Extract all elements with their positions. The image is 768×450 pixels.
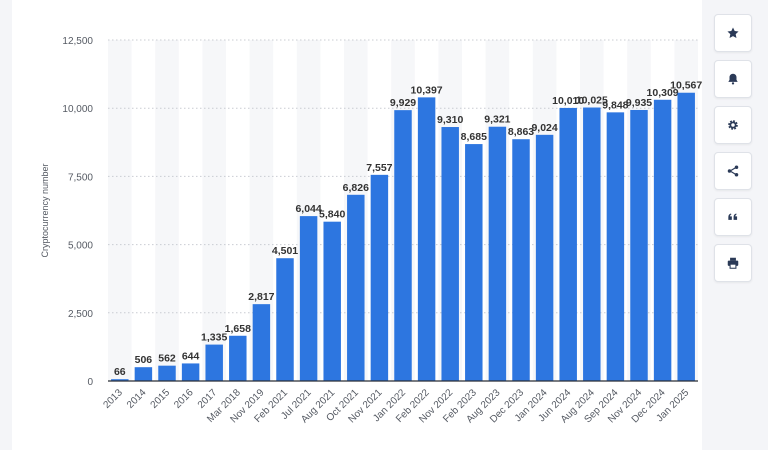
bar — [559, 107, 577, 382]
y-tick-label: 10,000 — [62, 104, 93, 115]
share-button[interactable] — [714, 152, 752, 190]
bar — [111, 379, 129, 381]
data-label: 9,310 — [437, 114, 463, 126]
gear-icon — [728, 120, 738, 130]
column-band — [249, 40, 274, 381]
column-band — [108, 40, 132, 381]
chart-card: 0 2,500 5,000 7,500 10,000 12,500 Cryptocurren… — [12, 0, 702, 450]
data-label: 644 — [182, 350, 200, 362]
bar — [181, 363, 200, 381]
bar — [158, 365, 176, 381]
x-tick-label: 2013 — [101, 387, 125, 411]
share-icon — [727, 165, 739, 177]
settings-button[interactable] — [714, 106, 752, 144]
data-label: 562 — [158, 353, 176, 365]
bar — [441, 127, 459, 382]
y-tick-label: 5,000 — [68, 241, 93, 252]
data-label: 10,567 — [670, 80, 702, 92]
data-label: 10,025 — [576, 95, 608, 107]
y-tick-label: 7,500 — [68, 172, 93, 183]
x-tick-label: 2016 — [172, 387, 196, 411]
bar — [606, 112, 625, 381]
data-label: 5,840 — [319, 209, 345, 221]
data-label: 9,024 — [531, 122, 557, 134]
x-tick-label: 2014 — [125, 387, 149, 411]
bar — [535, 134, 554, 381]
data-label: 6,044 — [295, 203, 321, 215]
notification-button[interactable] — [714, 60, 752, 98]
bar — [630, 109, 648, 381]
data-label: 10,309 — [647, 87, 679, 99]
favorite-button[interactable] — [714, 14, 752, 52]
data-label: 66 — [114, 366, 126, 378]
bar — [677, 92, 695, 381]
bar — [323, 221, 341, 381]
print-icon — [727, 257, 739, 269]
data-label: 8,685 — [461, 131, 487, 143]
data-label: 9,321 — [484, 114, 510, 126]
bar — [653, 99, 672, 381]
bar — [276, 258, 294, 381]
bar — [205, 344, 223, 381]
print-button[interactable] — [714, 244, 752, 282]
data-label: 9,848 — [602, 99, 628, 111]
quote-icon — [728, 213, 738, 220]
bar — [299, 216, 318, 381]
bar — [417, 97, 436, 381]
data-label: 9,929 — [390, 97, 416, 109]
data-label: 8,863 — [508, 126, 534, 138]
bar — [512, 139, 530, 381]
y-tick-label: 12,500 — [62, 36, 93, 47]
bar — [394, 110, 412, 382]
star-icon — [727, 27, 739, 39]
bar — [347, 194, 365, 381]
bar — [229, 335, 247, 381]
bar — [465, 144, 483, 381]
bar — [583, 107, 601, 381]
bar — [370, 174, 389, 381]
data-label: 7,557 — [366, 162, 392, 174]
y-tick-label: 2,500 — [68, 309, 93, 320]
chart-toolbar — [714, 14, 752, 290]
bar-chart: 0 2,500 5,000 7,500 10,000 12,500 Cryptocurren… — [40, 36, 702, 425]
cite-button[interactable] — [714, 198, 752, 236]
bar — [488, 126, 507, 382]
bar — [134, 367, 153, 381]
data-label: 1,658 — [225, 323, 251, 335]
bell-icon — [728, 73, 738, 85]
data-label: 10,397 — [411, 84, 443, 96]
data-label: 4,501 — [272, 245, 298, 257]
data-label: 6,826 — [343, 182, 369, 194]
data-label: 1,335 — [201, 332, 227, 344]
column-band — [155, 40, 179, 381]
data-label: 506 — [135, 354, 153, 366]
y-tick-label: 0 — [87, 377, 93, 388]
x-tick-label: 2015 — [149, 387, 173, 411]
data-label: 9,935 — [626, 97, 652, 109]
y-axis-label: Cryptocurrency number — [40, 163, 50, 257]
data-label: 10,010 — [552, 95, 584, 107]
column-band — [202, 40, 226, 381]
bar — [252, 304, 271, 381]
data-label: 2,817 — [248, 291, 274, 303]
